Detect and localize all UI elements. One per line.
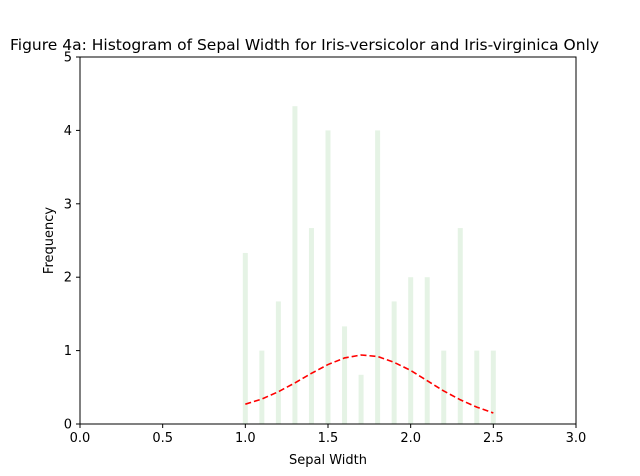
histogram-bar: [457, 228, 463, 424]
y-axis-title: Frequency: [42, 207, 57, 274]
y-tick-label: 5: [64, 51, 72, 66]
x-axis-title: Sepal Width: [289, 453, 367, 468]
density-curve: [245, 354, 494, 414]
x-axis: 0.0 0.5 1.0 1.5 2.0 2.5 3.0: [70, 424, 587, 446]
chart-title: Figure 4a: Histogram of Sepal Width for …: [10, 36, 599, 54]
histogram-bar: [391, 301, 397, 424]
bars-group: [242, 106, 496, 424]
histogram-bar: [408, 277, 414, 424]
histogram-bar: [242, 252, 248, 424]
y-axis: 0 1 2 3 4 5: [64, 51, 80, 433]
y-tick-label: 0: [64, 418, 72, 433]
y-tick-label: 1: [64, 344, 72, 359]
x-tick-label: 1.5: [318, 431, 339, 446]
x-tick-label: 2.5: [483, 431, 504, 446]
histogram-bar: [308, 228, 314, 424]
histogram-bar: [358, 374, 364, 424]
histogram-bar: [441, 350, 447, 424]
x-tick-label: 1.0: [235, 431, 256, 446]
x-tick-label: 0.5: [152, 431, 173, 446]
histogram-bar: [292, 106, 298, 424]
y-tick-label: 4: [64, 124, 72, 139]
histogram-bar: [325, 130, 331, 424]
histogram-bar: [275, 301, 281, 424]
y-tick-label: 2: [64, 271, 72, 286]
histogram-bar: [259, 350, 265, 424]
histogram-bar: [375, 130, 381, 424]
y-tick-label: 3: [64, 197, 72, 212]
x-tick-label: 2.0: [400, 431, 421, 446]
histogram-bar: [474, 350, 480, 424]
histogram-bar: [490, 350, 496, 424]
histogram-bar: [424, 277, 430, 424]
x-tick-label: 0.0: [70, 431, 91, 446]
x-tick-label: 3.0: [566, 431, 587, 446]
histogram-bar: [342, 326, 348, 424]
